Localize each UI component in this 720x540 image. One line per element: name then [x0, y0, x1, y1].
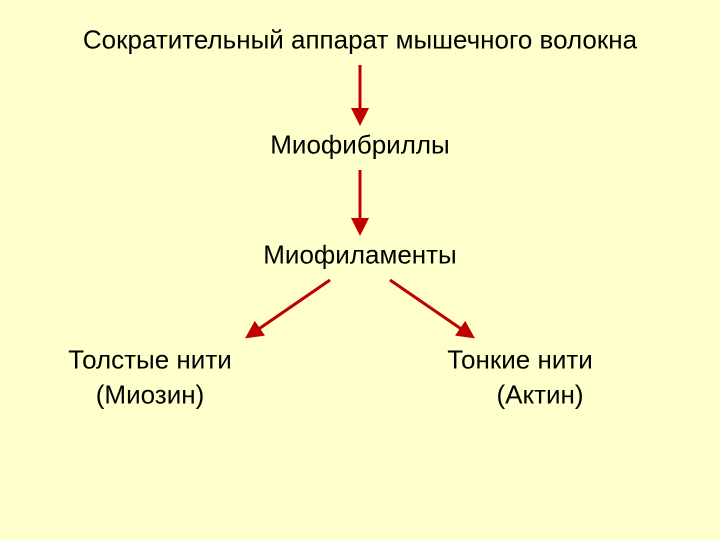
arrow-level2-to-right: [0, 0, 720, 540]
